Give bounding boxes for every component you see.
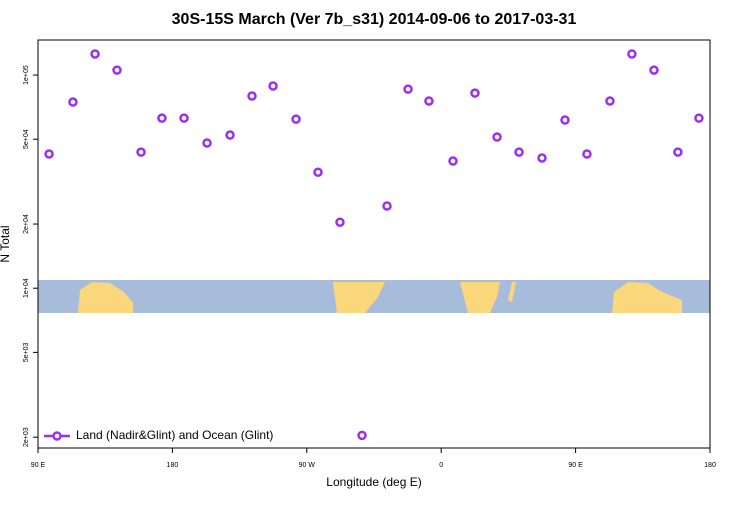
y-axis-label: N Total (0, 225, 12, 262)
data-point (403, 84, 413, 94)
data-point (335, 217, 345, 227)
data-point (291, 114, 301, 124)
x-axis-label: Longitude (deg E) (326, 475, 421, 489)
y-tick-label: 2e+03 (23, 427, 30, 447)
land (612, 282, 682, 313)
data-point (268, 81, 278, 91)
data-point (470, 88, 480, 98)
data-point (112, 65, 122, 75)
data-point (357, 430, 367, 441)
land (333, 282, 385, 313)
data-point (382, 201, 392, 211)
data-point (627, 49, 637, 59)
data-point (313, 167, 323, 177)
data-point (673, 147, 683, 157)
data-point (649, 65, 659, 75)
data-point (136, 147, 146, 157)
data-point (514, 147, 524, 157)
data-point (157, 113, 167, 123)
legend-label: Land (Nadir&Glint) and Ocean (Glint) (76, 428, 273, 442)
y-tick-label: 1e+05 (23, 65, 30, 85)
data-point (90, 49, 100, 59)
data-point (448, 156, 458, 166)
y-tick-label: 2e+04 (23, 214, 30, 234)
x-tick-label: 90 E (31, 462, 46, 469)
data-point (225, 130, 235, 140)
x-tick-label: 90 W (299, 462, 316, 469)
map-band (38, 280, 710, 313)
data-point (424, 96, 434, 106)
y-tick-label: 1e+04 (23, 278, 30, 298)
data-point (582, 149, 592, 159)
plot-frame (37, 39, 711, 449)
x-tick-label: 180 (704, 462, 716, 469)
x-tick-label: 90 E (568, 462, 583, 469)
data-point (537, 153, 547, 163)
x-tick-label: 0 (439, 462, 443, 469)
y-tick-label: 5e+03 (23, 342, 30, 362)
data-point (202, 138, 212, 148)
data-point (247, 91, 257, 101)
data-point (492, 132, 502, 142)
land (460, 282, 500, 313)
data-point (179, 113, 189, 123)
data-point (605, 96, 615, 106)
y-tick-label: 5e+04 (23, 129, 30, 149)
land (78, 282, 133, 313)
land (508, 282, 516, 302)
data-point (694, 113, 704, 123)
data-point (68, 97, 78, 107)
x-tick-label: 180 (167, 462, 179, 469)
data-point (44, 149, 54, 159)
legend-marker (52, 431, 62, 441)
chart-title: 30S-15S March (Ver 7b_s31) 2014-09-06 to… (172, 11, 577, 28)
data-point (560, 115, 570, 125)
